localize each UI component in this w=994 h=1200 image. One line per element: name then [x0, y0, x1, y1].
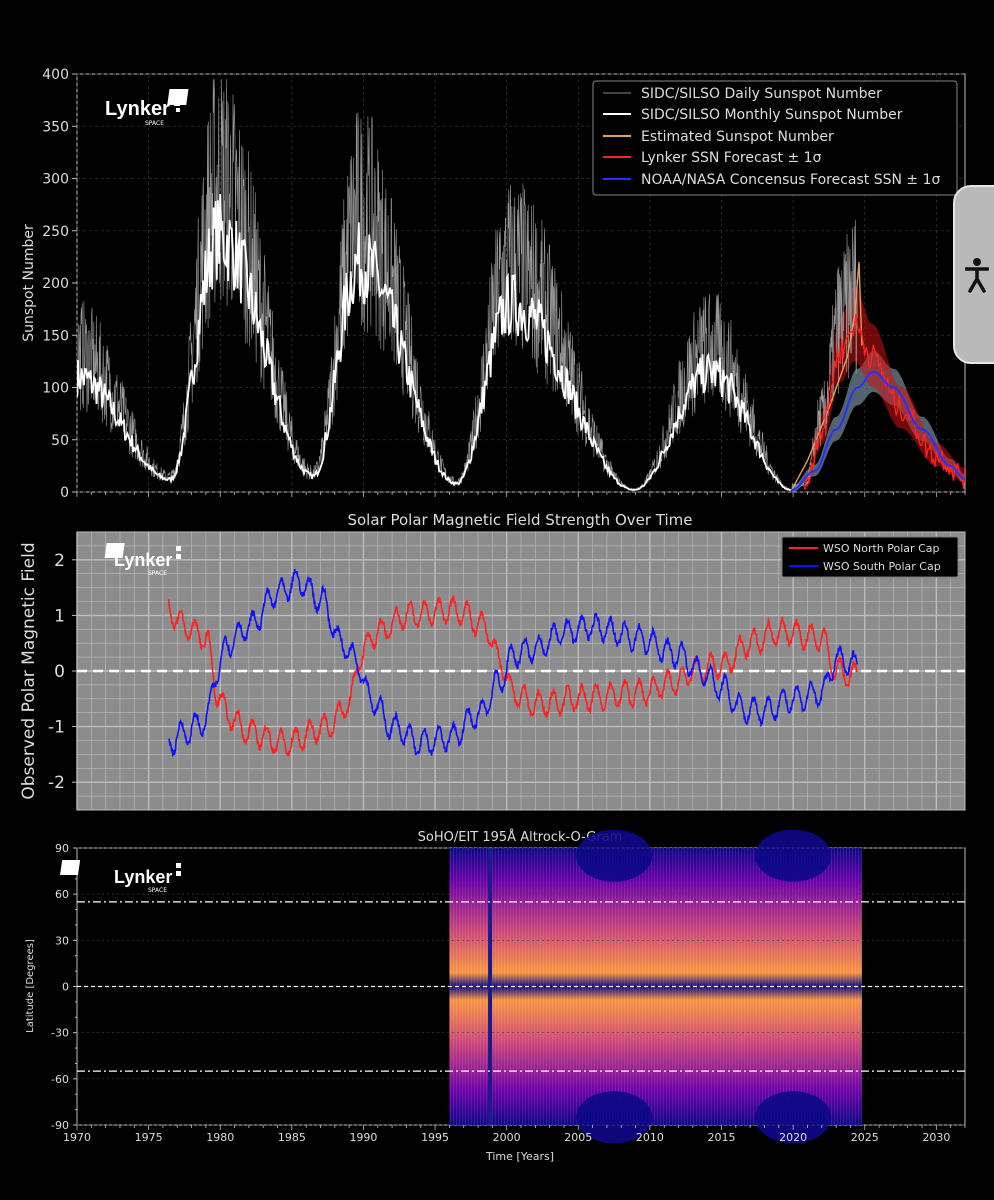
polar-field-ytick-label: 2 — [54, 551, 65, 571]
sunspot-ytick-label: 100 — [42, 381, 69, 397]
altrock-xtick-label: 2015 — [708, 1131, 736, 1144]
altrock-ytick-label: 90 — [55, 842, 69, 855]
polar-hole — [576, 829, 653, 882]
legend-label-monthly: SIDC/SILSO Monthly Sunspot Number — [641, 107, 903, 123]
sunspot-legend-box — [592, 80, 958, 196]
lynker-logo-text-2: Lynker — [114, 550, 172, 570]
altrock-ylabel: Latitude [Degrees] — [25, 939, 36, 1033]
altrock-xtick-label: 1970 — [63, 1131, 91, 1144]
polar-hole — [755, 1091, 832, 1144]
polar-field-ytick-label: 0 — [54, 662, 65, 682]
altrock-xtick-label: 1990 — [349, 1131, 377, 1144]
legend-label-noaa: NOAA/NASA Concensus Forecast SSN ± 1σ — [641, 172, 941, 188]
altrock-xtick-label: 1995 — [421, 1131, 449, 1144]
noaa-forecast-series — [791, 370, 965, 491]
sunspot-ytick-label: 200 — [42, 276, 69, 292]
altrock-xtick-label: 1975 — [135, 1131, 163, 1144]
altrock-ytick-label: -90 — [51, 1119, 69, 1132]
altrock-xtick-label: 2005 — [564, 1131, 592, 1144]
altrock-xtick-label: 1980 — [206, 1131, 234, 1144]
monthly-sunspot-series — [77, 194, 791, 491]
sunspot-ytick-label: 350 — [42, 119, 69, 135]
legend-label-daily: SIDC/SILSO Daily Sunspot Number — [641, 86, 882, 102]
legend-label-south: WSO South Polar Cap — [823, 560, 941, 573]
polar-field-title: Solar Polar Magnetic Field Strength Over… — [347, 511, 692, 529]
daily-sunspot-series — [77, 79, 858, 491]
altrock-grid — [77, 847, 965, 1126]
lynker-logo: Lynker SPACE — [105, 89, 189, 127]
accessibility-tab[interactable] — [953, 185, 994, 364]
sunspot-ytick-label: 0 — [60, 485, 69, 501]
altrock-xtick-label: 2000 — [493, 1131, 521, 1144]
sunspot-ytick-label: 300 — [42, 172, 69, 188]
polar-field-legend: WSO North Polar Cap WSO South Polar Cap — [781, 536, 959, 578]
lynker-logo-mark-3 — [60, 860, 181, 876]
lynker-logo-2: Lynker SPACE — [104, 543, 181, 577]
polar-hole — [755, 829, 832, 882]
lynker-logo-mark-2 — [104, 543, 181, 559]
polar-field-ticks: -2 -1 0 1 2 — [48, 551, 77, 793]
sunspot-ticks: 0 50 100 150 200 250 300 350 400 — [42, 67, 966, 501]
altrock-title: SoHO/EIT 195Å Altrock-O-Gram — [418, 829, 623, 845]
lynker-logo-mark — [167, 89, 189, 112]
sunspot-ytick-label: 50 — [51, 433, 69, 449]
north-polar-cap-series — [167, 595, 858, 758]
altrock-ytick-label: -60 — [51, 1073, 69, 1086]
lynker-logo-text-3: Lynker — [114, 867, 172, 887]
altrock-ytick-label: 60 — [55, 888, 69, 901]
altrock-ytick-label: -30 — [51, 1027, 69, 1040]
legend-label-north: WSO North Polar Cap — [823, 542, 939, 555]
accessibility-icon — [965, 258, 989, 293]
south-polar-cap-series — [167, 569, 859, 757]
altrock-xtick-label: 2020 — [779, 1131, 807, 1144]
altrock-xtick-label: 2010 — [636, 1131, 664, 1144]
altrock-xtick-label: 2025 — [851, 1131, 879, 1144]
altrock-xtick-label: 1985 — [278, 1131, 306, 1144]
polar-field-legend-box — [781, 536, 959, 578]
polar-field-ytick-label: -2 — [48, 773, 65, 793]
lynker-logo-sub-2: SPACE — [148, 570, 167, 577]
legend-label-estimated: Estimated Sunspot Number — [641, 129, 834, 145]
altrock-ytick-label: 0 — [62, 981, 69, 994]
sunspot-legend: SIDC/SILSO Daily Sunspot Number SIDC/SIL… — [592, 80, 958, 196]
sunspot-ytick-label: 250 — [42, 224, 69, 240]
altrock-panel: SoHO/EIT 195Å Altrock-O-Gram 1970 1975 198… — [25, 829, 966, 1163]
sunspot-ytick-label: 150 — [42, 328, 69, 344]
legend-label-lynker: Lynker SSN Forecast ± 1σ — [641, 150, 822, 166]
lynker-logo-sub-3: SPACE — [148, 887, 167, 894]
polar-hole — [576, 1091, 653, 1144]
altrock-xtick-label: 2030 — [922, 1131, 950, 1144]
polar-field-ytick-label: 1 — [54, 606, 65, 626]
polar-field-ylabel: Observed Polar Magnetic Field — [19, 542, 39, 799]
lynker-logo-text: Lynker — [105, 98, 170, 120]
polar-field-panel: Solar Polar Magnetic Field Strength Over… — [19, 511, 966, 811]
estimated-sunspot-series — [791, 262, 863, 491]
altrock-reference-lines — [77, 901, 965, 1072]
altrock-ticks: 1970 1975 1980 1985 1990 1995 2000 2005 2010 2015… — [51, 842, 966, 1144]
lynker-logo-3: Lynker SPACE — [60, 860, 181, 894]
altrock-polar-holes — [488, 829, 832, 1144]
sunspot-ytick-label: 400 — [42, 67, 69, 83]
altrock-ytick-label: 30 — [55, 934, 69, 947]
altrock-xlabel: Time [Years] — [485, 1150, 554, 1163]
lynker-logo-sub: SPACE — [145, 120, 164, 127]
polar-field-ytick-label: -1 — [48, 718, 65, 738]
sunspot-ylabel: Sunspot Number — [21, 224, 37, 342]
